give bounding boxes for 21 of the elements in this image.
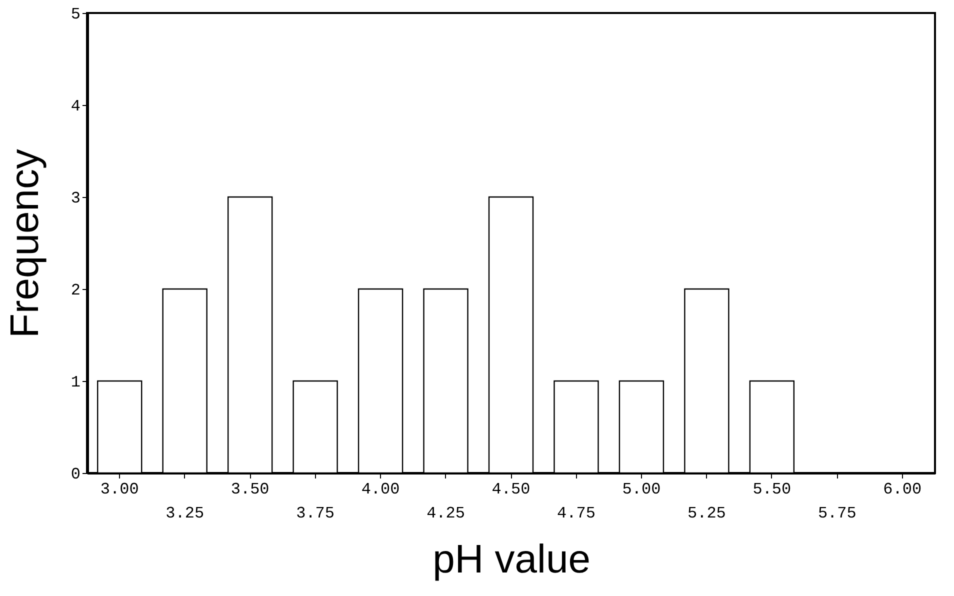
x-tick-label: 3.50 bbox=[230, 480, 270, 498]
x-tick-label: 4.25 bbox=[426, 504, 465, 522]
x-tick-label: 4.50 bbox=[492, 480, 530, 498]
x-tick-label: 3.00 bbox=[100, 480, 139, 498]
x-tick-label: 5.25 bbox=[687, 504, 726, 522]
x-tick-label: 6.00 bbox=[883, 480, 922, 498]
y-tick-label: 0 bbox=[70, 466, 80, 484]
y-tick-label: 5 bbox=[70, 6, 80, 24]
x-tick-label: 3.75 bbox=[296, 504, 335, 522]
x-tick-label: 5.75 bbox=[818, 504, 856, 522]
y-tick-label: 2 bbox=[70, 282, 80, 300]
x-tick-label: 5.00 bbox=[622, 480, 661, 498]
x-tick-label: 4.00 bbox=[361, 480, 400, 498]
x-axis-title: pH value bbox=[432, 538, 590, 582]
x-tick-label: 4.75 bbox=[557, 504, 596, 522]
y-axis-title: Frequency bbox=[2, 149, 47, 338]
y-tick-label: 4 bbox=[70, 98, 80, 116]
y-tick-label: 3 bbox=[70, 190, 80, 208]
x-tick-label: 3.25 bbox=[166, 504, 204, 522]
x-tick-label: 5.50 bbox=[752, 480, 792, 498]
y-tick-label: 1 bbox=[70, 374, 80, 392]
